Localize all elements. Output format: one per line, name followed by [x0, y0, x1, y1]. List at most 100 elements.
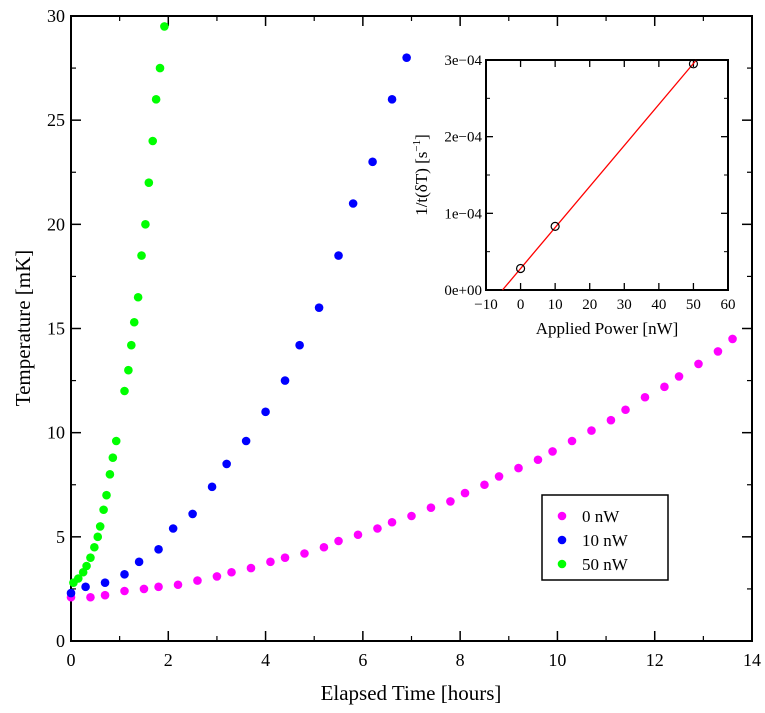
data-point-series-0 — [426, 503, 436, 512]
main-axis-ticks: 0 2 4 6 8 10 12 14 0 5 10 15 20 25 30 — [47, 6, 761, 670]
data-point-series-0 — [494, 472, 504, 481]
y-tick-label: 15 — [47, 319, 65, 339]
inset-x-tick-label: 30 — [617, 297, 632, 313]
data-point-series-0 — [227, 567, 236, 577]
data-point-series-0 — [173, 580, 183, 590]
data-point-series-0 — [319, 542, 329, 552]
data-point-series-0 — [154, 582, 163, 592]
inset-fit-line — [501, 59, 697, 291]
data-point-series-1 — [207, 482, 217, 492]
data-point-series-2 — [86, 553, 95, 562]
data-point-series-2 — [133, 292, 143, 302]
inset-x-tick-label: −10 — [474, 297, 497, 313]
data-point-series-1 — [314, 303, 324, 312]
data-point-series-0 — [120, 586, 129, 596]
data-point-series-2 — [151, 95, 161, 104]
legend-marker — [557, 511, 567, 521]
inset-y-axis-title-exponent: −1 — [411, 140, 423, 152]
x-tick-label: 2 — [164, 650, 173, 670]
inset-x-axis-title: Applied Power [nW] — [536, 319, 679, 338]
data-point-series-2 — [141, 220, 150, 229]
data-point-series-2 — [90, 542, 99, 552]
data-point-series-0 — [353, 530, 363, 540]
data-point-series-1 — [222, 459, 231, 469]
data-point-series-0 — [640, 392, 650, 402]
data-point-series-2 — [129, 317, 139, 327]
inset-y-axis-title-suffix: ] — [412, 134, 431, 140]
inset-y-tick-label: 2e−04 — [444, 130, 482, 146]
main-x-axis-title: Elapsed Time [hours] — [321, 681, 502, 705]
data-point-series-2 — [124, 365, 133, 375]
data-point-series-0 — [280, 553, 290, 562]
data-point-series-0 — [533, 455, 543, 465]
data-point-series-2 — [93, 532, 103, 542]
data-point-series-0 — [266, 557, 275, 567]
legend-label: 50 nW — [582, 555, 629, 574]
data-point-series-0 — [212, 572, 222, 581]
data-point-series-1 — [280, 376, 290, 385]
x-tick-label: 10 — [548, 650, 566, 670]
main-data-points — [66, 22, 737, 602]
data-point-series-2 — [120, 386, 129, 396]
data-point-series-0 — [567, 436, 577, 446]
data-point-series-1 — [348, 199, 358, 208]
legend-label: 10 nW — [582, 531, 629, 550]
data-point-series-2 — [108, 453, 118, 462]
data-point-series-2 — [73, 574, 83, 583]
data-point-series-1 — [120, 570, 129, 579]
inset-y-axis-title-main: 1/t(δT) [s — [412, 152, 431, 216]
data-point-series-0 — [460, 488, 470, 498]
data-point-series-1 — [168, 524, 178, 533]
data-point-series-0 — [387, 517, 397, 527]
data-point-series-0 — [193, 576, 202, 585]
inset-y-tick-label: 1e−04 — [444, 206, 482, 222]
inset-y-tick-label: 3e−04 — [444, 53, 482, 69]
y-tick-label: 25 — [47, 110, 65, 130]
data-point-series-2 — [127, 340, 136, 350]
main-y-axis-title: Temperature [mK] — [11, 250, 35, 407]
y-tick-label: 30 — [47, 6, 65, 26]
data-point-series-2 — [95, 522, 105, 531]
data-point-series-0 — [621, 405, 630, 415]
data-point-series-0 — [480, 480, 489, 490]
data-point-series-1 — [334, 251, 343, 260]
inset-x-tick-label: 50 — [686, 297, 701, 313]
legend-label: 0 nW — [582, 507, 620, 526]
data-point-series-1 — [66, 588, 76, 598]
x-tick-label: 0 — [67, 650, 76, 670]
y-tick-label: 0 — [56, 631, 65, 651]
data-point-series-0 — [100, 590, 110, 600]
data-point-series-0 — [728, 334, 737, 344]
inset-x-tick-label: 60 — [721, 297, 736, 313]
data-point-series-2 — [160, 22, 169, 31]
data-point-series-0 — [606, 415, 616, 425]
data-point-series-0 — [86, 592, 95, 602]
data-point-series-1 — [295, 340, 304, 350]
data-point-series-2 — [148, 136, 158, 146]
data-point-series-2 — [102, 490, 111, 500]
inset-y-axis-title: 1/t(δT) [s−1] — [411, 134, 431, 216]
data-point-series-2 — [82, 561, 91, 571]
data-point-series-0 — [514, 463, 523, 473]
data-point-series-1 — [402, 53, 411, 62]
y-tick-label: 20 — [47, 214, 65, 234]
inset-data-point — [550, 221, 560, 231]
data-point-series-2 — [99, 505, 108, 515]
x-tick-label: 14 — [743, 650, 761, 670]
data-point-series-0 — [139, 584, 149, 594]
data-point-series-0 — [334, 536, 343, 546]
data-point-series-0 — [660, 382, 669, 392]
data-point-series-0 — [407, 511, 416, 521]
data-point-series-1 — [100, 578, 110, 587]
data-point-series-1 — [154, 545, 163, 554]
x-tick-label: 6 — [358, 650, 367, 670]
data-point-series-0 — [674, 372, 684, 381]
data-point-series-2 — [144, 178, 154, 187]
data-point-series-1 — [188, 509, 197, 519]
inset-data — [501, 59, 699, 291]
data-point-series-2 — [155, 63, 165, 73]
inset-y-tick-label: 0e+00 — [444, 283, 482, 299]
data-point-series-2 — [105, 470, 115, 479]
data-point-series-0 — [713, 347, 723, 356]
inset-x-tick-label: 40 — [651, 297, 666, 313]
